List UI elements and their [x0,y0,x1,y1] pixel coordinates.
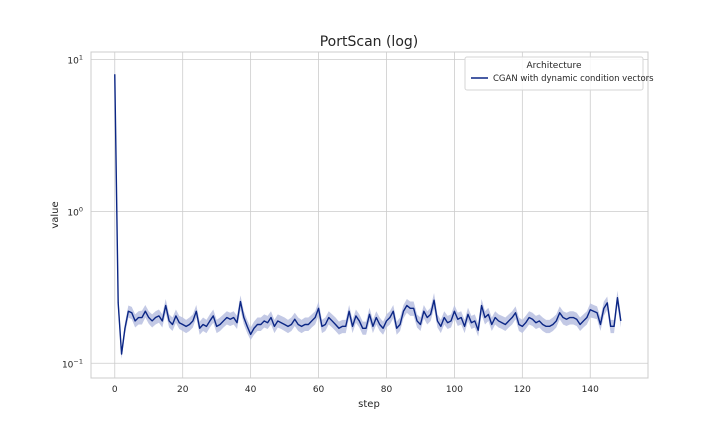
legend: Architecture CGAN with dynamic condition… [464,56,654,91]
plot-frame [90,51,649,379]
x-tick-label: 140 [582,385,599,395]
y-tick-label: 101 [67,53,83,66]
series-line-cgan [114,74,622,355]
legend-title: Architecture [526,61,582,71]
series-layer [114,59,622,359]
legend-box [464,56,644,91]
x-tick-label: 80 [381,385,393,395]
y-tick-label: 100 [67,205,83,218]
y-tick-exponent: 1 [79,53,83,61]
legend-label-cgan: CGAN with dynamic condition vectors [493,74,654,84]
y-tick-base: 10 [67,208,79,218]
confidence-band [114,59,621,359]
y-tick-base: 10 [62,360,74,370]
y-tick-base: 10 [67,56,79,66]
x-tick-label: 100 [446,385,463,395]
y-tick-exponent: −1 [73,357,83,365]
chart-title: PortScan (log) [320,34,419,50]
x-tick-label: 60 [313,385,325,395]
x-tick-label: 120 [514,385,531,395]
y-axis-label: value [50,201,61,228]
x-axis-label: step [358,399,380,410]
grid [91,52,648,378]
x-tick-label: 40 [245,385,257,395]
x-axis: 0 20 40 60 80 100 120 140 [112,385,599,395]
x-tick-label: 0 [112,385,118,395]
y-tick-label: 10−1 [62,357,83,370]
y-tick-exponent: 0 [79,205,83,213]
x-tick-label: 20 [177,385,189,395]
